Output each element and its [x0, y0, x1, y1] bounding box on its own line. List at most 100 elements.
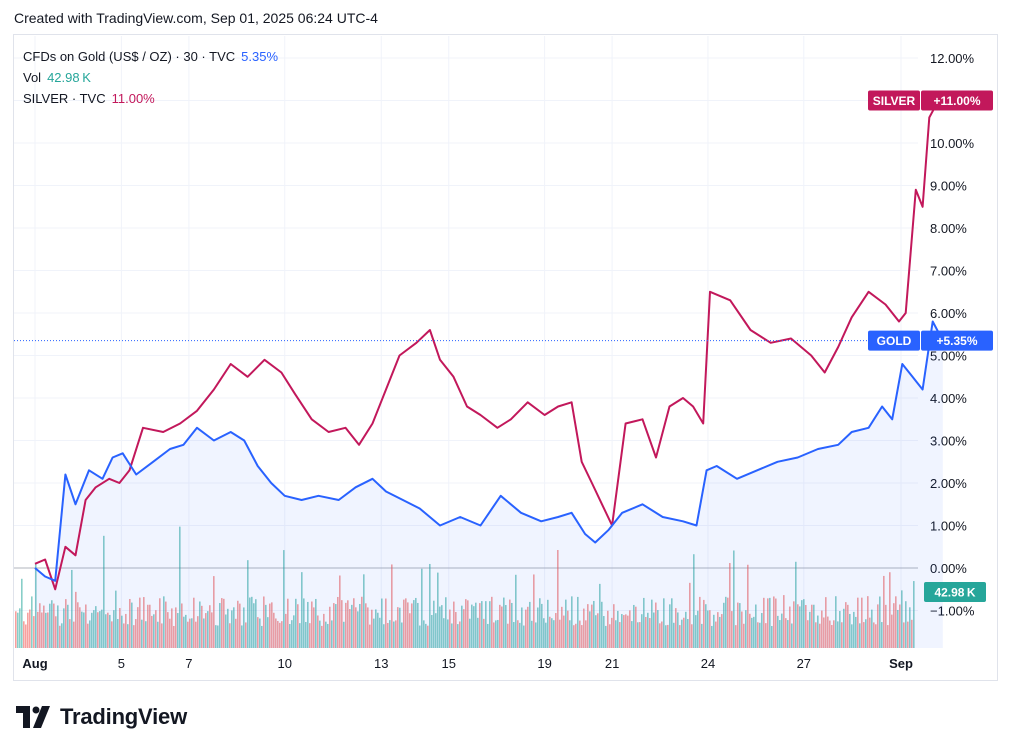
- x-tick-label: 21: [605, 656, 619, 671]
- volume-bar: [223, 598, 225, 648]
- volume-bar: [397, 607, 399, 648]
- volume-bar: [189, 618, 191, 648]
- volume-bar: [673, 622, 675, 648]
- volume-bar: [721, 614, 723, 648]
- volume-bar: [279, 622, 281, 648]
- x-tick-label: 13: [374, 656, 388, 671]
- volume-bar: [117, 619, 119, 648]
- volume-bar: [277, 620, 279, 648]
- volume-bar: [119, 608, 121, 648]
- volume-bar: [675, 608, 677, 648]
- volume-bar: [501, 606, 503, 648]
- volume-bar: [739, 603, 741, 648]
- created-with-text: Created with TradingView.com, Sep 01, 20…: [14, 10, 378, 26]
- legend-compare-series[interactable]: SILVER · TVC 11.00%: [23, 88, 278, 109]
- volume-bar: [161, 623, 163, 648]
- volume-bar: [35, 564, 37, 648]
- volume-bar: [37, 611, 39, 648]
- volume-bar: [563, 615, 565, 648]
- chart-frame[interactable]: [13, 34, 998, 681]
- volume-bar: [43, 605, 45, 648]
- volume-bar: [343, 621, 345, 648]
- volume-bar: [623, 615, 625, 648]
- volume-bar: [697, 610, 699, 648]
- volume-bar: [565, 599, 567, 648]
- volume-bar: [521, 607, 523, 648]
- volume-bar: [291, 620, 293, 648]
- legend-main-value: 5.35%: [241, 49, 279, 64]
- volume-bar: [15, 611, 17, 648]
- volume-bar: [177, 613, 179, 648]
- volume-bar: [361, 596, 363, 648]
- volume-bar: [613, 604, 615, 648]
- volume-bar: [773, 596, 775, 648]
- volume-bar: [253, 603, 255, 648]
- tradingview-footer: TradingView: [16, 704, 187, 730]
- x-tick-label: 5: [118, 656, 125, 671]
- volume-bar: [345, 602, 347, 648]
- volume-bar: [159, 598, 161, 648]
- volume-bar: [369, 624, 371, 648]
- volume-bar: [647, 612, 649, 648]
- volume-bar: [735, 625, 737, 648]
- volume-bar: [553, 620, 555, 648]
- volume-bar: [387, 622, 389, 648]
- volume-bar: [615, 620, 617, 648]
- volume-bar: [61, 623, 63, 648]
- volume-bar: [105, 614, 107, 648]
- volume-bar: [125, 613, 127, 648]
- legend-main-series[interactable]: CFDs on Gold (US$ / OZ) · 30 · TVC 5.35%: [23, 46, 278, 67]
- volume-bar: [163, 596, 165, 648]
- volume-bar: [295, 598, 297, 648]
- volume-bar: [645, 616, 647, 648]
- y-tick-label: 6.00%: [930, 306, 967, 321]
- volume-bar: [243, 607, 245, 648]
- volume-bar: [749, 613, 751, 648]
- volume-bar: [47, 612, 49, 648]
- volume-bar: [27, 612, 29, 648]
- volume-bar: [707, 610, 709, 648]
- gold-value-text: +5.35%: [936, 334, 977, 348]
- volume-bar: [573, 625, 575, 648]
- volume-bar: [745, 610, 747, 648]
- volume-bar: [869, 617, 871, 648]
- y-tick-label: 12.00%: [930, 51, 975, 66]
- volume-bar: [811, 604, 813, 648]
- volume-bar: [77, 602, 79, 648]
- volume-bar: [299, 623, 301, 648]
- volume-bar: [643, 597, 645, 648]
- legend-volume[interactable]: Vol 42.98 K: [23, 67, 278, 88]
- volume-bar: [909, 607, 911, 648]
- volume-bar: [639, 622, 641, 648]
- volume-bar: [315, 598, 317, 648]
- y-tick-label: 10.00%: [930, 136, 975, 151]
- volume-bar: [585, 620, 587, 648]
- volume-bar: [83, 612, 85, 648]
- volume-bar: [601, 601, 603, 648]
- y-tick-label: 9.00%: [930, 179, 967, 194]
- volume-bar: [731, 611, 733, 648]
- volume-bar: [233, 607, 235, 648]
- volume-bar: [581, 625, 583, 648]
- volume-bar: [331, 620, 333, 648]
- volume-bar: [729, 563, 731, 648]
- y-tick-label: 2.00%: [930, 476, 967, 491]
- volume-bar: [529, 601, 531, 648]
- volume-bar: [59, 625, 61, 648]
- volume-bar: [757, 622, 759, 648]
- volume-bar: [687, 619, 689, 648]
- volume-bar: [545, 622, 547, 648]
- volume-bar: [143, 597, 145, 648]
- volume-bar: [45, 612, 47, 648]
- volume-bar: [371, 609, 373, 648]
- x-tick-label: 7: [185, 656, 192, 671]
- volume-bar: [313, 607, 315, 648]
- volume-bar: [353, 598, 355, 648]
- volume-bar: [399, 607, 401, 648]
- volume-bar: [603, 616, 605, 648]
- volume-bar: [245, 622, 247, 648]
- volume-bar: [535, 622, 537, 648]
- volume-bar: [777, 615, 779, 648]
- volume-bar: [629, 610, 631, 648]
